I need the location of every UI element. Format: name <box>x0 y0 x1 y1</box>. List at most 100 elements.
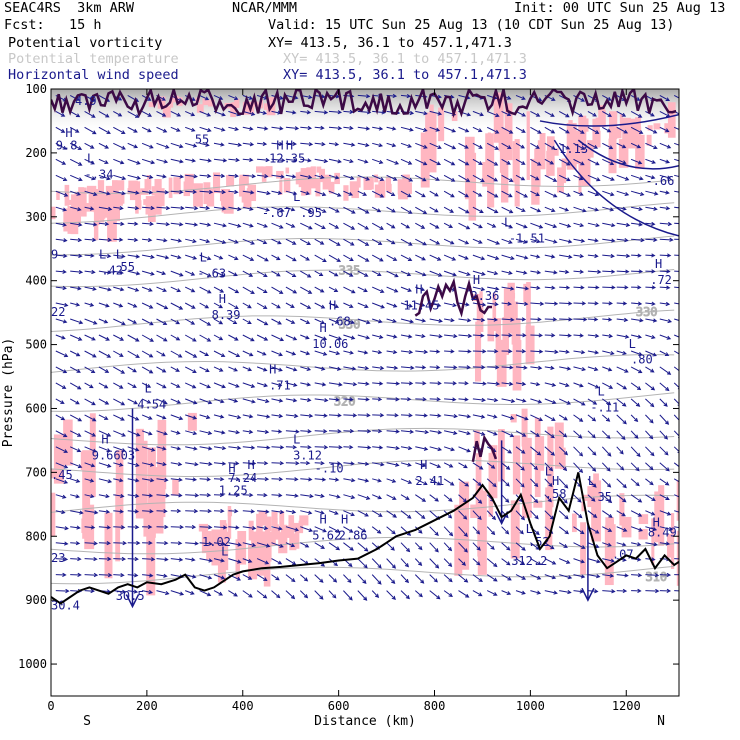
wind-arrow <box>300 350 311 356</box>
wind-arrow <box>98 158 109 164</box>
wind-arrow <box>271 141 284 147</box>
wind-arrow <box>400 318 415 324</box>
pv-shade-streak <box>116 180 125 191</box>
wind-arrow <box>170 508 182 514</box>
wind-arrow <box>559 558 571 564</box>
wind-arrow <box>458 206 470 214</box>
pv-shade-streak <box>487 318 495 342</box>
wind-arrow <box>558 430 568 438</box>
wind-arrow <box>501 333 513 338</box>
wind-arrow <box>530 414 544 422</box>
wind-arrow <box>113 237 124 242</box>
wind-arrow <box>285 477 299 482</box>
wind-arrow <box>271 398 284 403</box>
wind-arrow <box>515 254 529 260</box>
wind-arrow <box>544 190 558 198</box>
wind-arrow <box>285 318 296 324</box>
pv-shade-streak <box>278 532 288 554</box>
wind-arrow <box>372 350 383 355</box>
wind-arrow <box>228 189 239 195</box>
wind-arrow <box>257 526 269 531</box>
wind-arrow <box>616 269 630 274</box>
wind-arrow <box>256 542 271 548</box>
wind-arrow <box>141 286 153 292</box>
wind-arrow <box>544 333 556 338</box>
wind-arrow <box>515 365 528 370</box>
pv-shade-streak <box>294 526 300 549</box>
x-tick-label: 800 <box>424 699 446 713</box>
low-marker: L <box>598 385 605 399</box>
pv-shade-streak <box>301 179 306 196</box>
wind-arrow <box>674 558 679 560</box>
wind-arrow <box>343 428 355 434</box>
wind-arrow <box>113 446 126 453</box>
pv-shade-streak <box>306 168 315 175</box>
wind-arrow <box>98 540 111 546</box>
wind-arrow <box>443 574 453 583</box>
wind-arrow <box>185 574 197 579</box>
wind-arrow <box>185 524 197 530</box>
theta-contour-label: 330 <box>636 305 658 319</box>
wind-arrow <box>84 318 98 325</box>
wind-arrow <box>372 397 383 402</box>
wind-arrow <box>544 206 556 213</box>
wind-arrow <box>141 302 154 309</box>
pv-shade-streak <box>496 339 507 387</box>
wind-arrow <box>314 125 325 130</box>
wind-arrow <box>659 334 672 340</box>
wind-arrow <box>142 493 154 498</box>
extremum-value: 312.2 <box>511 554 547 568</box>
wind-arrow <box>400 446 413 451</box>
wind-arrow <box>127 398 138 405</box>
wind-arrow <box>242 254 255 261</box>
wind-arrow <box>84 366 96 374</box>
wind-arrow <box>127 540 141 546</box>
wind-arrow <box>314 254 327 262</box>
extremum-value: .52 <box>528 535 550 549</box>
wind-arrow <box>328 126 343 131</box>
wind-arrow <box>84 222 98 227</box>
pv-shade-streak <box>397 179 407 195</box>
wind-arrow <box>573 126 585 134</box>
wind-arrow <box>458 381 469 386</box>
wind-arrow <box>142 557 156 562</box>
wind-arrow <box>213 541 227 546</box>
wind-arrow <box>429 446 443 452</box>
wind-arrow <box>98 398 110 405</box>
wind-arrow <box>559 590 572 595</box>
wind-arrow <box>357 254 370 262</box>
wind-arrow <box>55 526 69 531</box>
wind-arrow <box>645 221 656 227</box>
wind-arrow <box>544 446 555 456</box>
wind-arrow <box>630 174 644 181</box>
wind-arrow <box>472 174 485 182</box>
wind-arrow <box>602 222 616 228</box>
extremum-value: .35 <box>590 490 612 504</box>
wind-arrow <box>228 525 240 530</box>
wind-arrow <box>84 174 96 181</box>
pv-shade-streak <box>90 189 97 203</box>
wind-arrow <box>544 349 559 354</box>
wind-arrow <box>98 174 111 181</box>
x-tick-label: 1000 <box>516 699 545 713</box>
wind-arrow <box>271 493 283 498</box>
wind-arrow <box>256 286 268 293</box>
wind-arrow <box>372 381 384 386</box>
wind-arrow <box>372 110 387 115</box>
wind-arrow <box>84 206 95 211</box>
wind-arrow <box>645 318 658 323</box>
wind-arrow <box>616 317 629 322</box>
high-marker: H <box>473 273 480 287</box>
wind-arrow <box>472 574 483 582</box>
wind-arrow <box>199 142 210 147</box>
wind-arrow <box>242 110 256 116</box>
pv-shade-streak <box>474 430 480 446</box>
wind-arrow <box>314 302 326 309</box>
wind-arrow <box>486 126 500 134</box>
wind-arrow <box>458 510 468 520</box>
wind-arrow <box>242 222 254 228</box>
wind-arrow <box>530 238 541 244</box>
wind-arrow <box>645 126 658 134</box>
wind-arrow <box>170 189 184 195</box>
wind-arrow <box>271 270 281 277</box>
